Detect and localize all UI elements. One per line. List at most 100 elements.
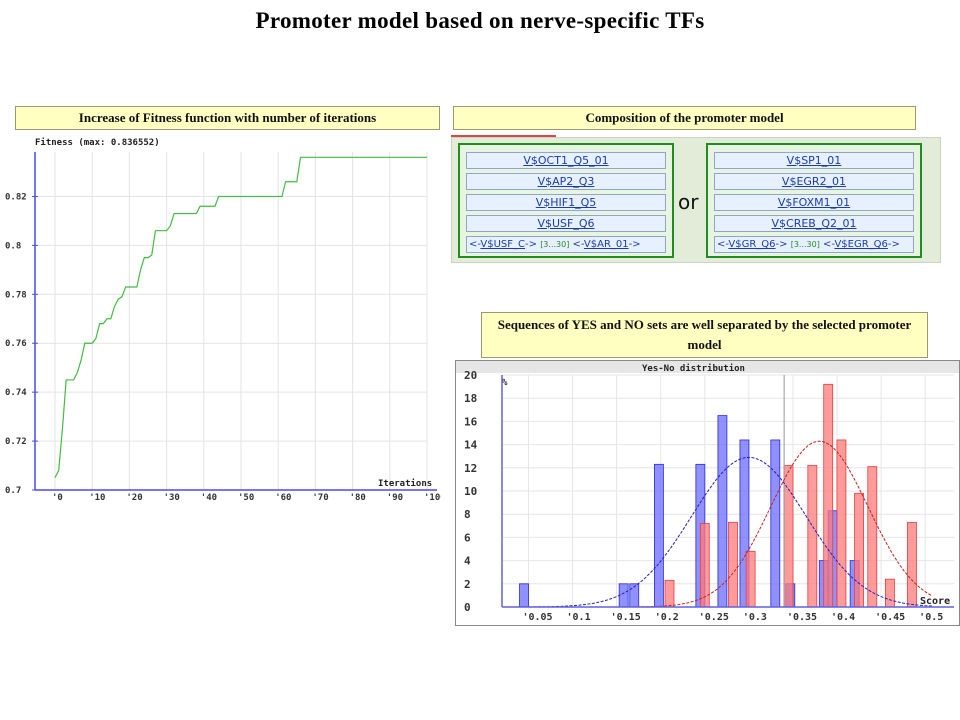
y-tick-label: 10 (464, 485, 477, 498)
tf-link[interactable]: V$FOXM1_01 (714, 194, 914, 211)
tf-link[interactable]: V$USF_Q6 (466, 215, 666, 232)
bar (823, 383, 834, 608)
bar (717, 415, 728, 608)
x-tick-label: '0.15 (611, 612, 641, 623)
composition-caption: Composition of the promoter model (453, 106, 916, 130)
fitted-curve (502, 456, 933, 608)
fitness-line (54, 156, 427, 479)
page-title: Promoter model based on nerve-specific T… (255, 8, 705, 33)
tf-link[interactable]: V$EGR2_01 (714, 173, 914, 190)
x-tick-label: '0.5 (919, 612, 943, 623)
chart-title-bar (456, 361, 959, 373)
tf-link[interactable]: V$GR_Q6 (728, 239, 776, 250)
bar (728, 521, 738, 608)
pair-range: [3...30] (540, 240, 570, 249)
y-tick-label: 6 (464, 531, 471, 544)
pair-arrow: -> (887, 239, 900, 250)
x-tick-label: '100 (424, 493, 441, 502)
bar (770, 439, 781, 608)
y-tick-label: 0.74 (5, 388, 27, 398)
separation-caption: Sequences of YES and NO sets are well se… (481, 312, 928, 358)
x-axis-label: Score (920, 596, 950, 607)
composition-accent-line (451, 135, 556, 137)
pair-open: <- (469, 239, 481, 250)
tf-pair: <-V$USF_C-> [3...30] <-V$AR_01-> (466, 236, 666, 253)
fitness-caption: Increase of Fitness function with number… (15, 106, 440, 130)
y-tick-label: 0.7 (5, 486, 21, 496)
pair-open: <- (717, 239, 729, 250)
x-tick-label: '80 (350, 493, 366, 502)
bar (699, 523, 710, 608)
tf-group-2: V$SP1_01 V$EGR2_01 V$FOXM1_01 V$CREB_Q2_… (706, 143, 922, 258)
y-tick-label: 4 (464, 555, 471, 568)
x-tick-label: '0.3 (743, 612, 767, 623)
y-tick-label: 0.8 (5, 241, 21, 251)
x-tick-label: '70 (312, 493, 328, 502)
bar (836, 439, 847, 608)
bar (867, 466, 878, 608)
y-tick-label: 12 (464, 462, 477, 475)
tf-link[interactable]: V$USF_C (480, 239, 526, 250)
x-tick-label: '50 (238, 493, 254, 502)
pair-arrow: -> (775, 239, 791, 250)
x-tick-label: '10 (89, 493, 105, 502)
bar (745, 550, 756, 608)
tf-link[interactable]: V$OCT1_Q5_01 (466, 152, 666, 169)
pair-range: [3...30] (790, 240, 820, 249)
x-axis-label: Iterations (378, 478, 432, 489)
x-tick-label: '0.1 (567, 612, 591, 623)
x-tick-label: '90 (387, 493, 403, 502)
bar (854, 492, 864, 608)
pair-arrow: -> (628, 239, 641, 250)
x-tick-label: '0.4 (831, 612, 855, 623)
x-tick-label: '60 (275, 493, 291, 502)
y-tick-label: 8 (464, 508, 471, 521)
y-tick-label: 2 (464, 578, 471, 591)
y-axis-label: % (502, 378, 508, 388)
y-tick-label: 16 (464, 415, 478, 428)
fitted-curve (502, 440, 933, 608)
tf-pair: <-V$GR_Q6-> [3...30] <-V$EGR_Q6-> (714, 236, 914, 253)
y-tick-label: 18 (464, 392, 477, 405)
tf-link[interactable]: V$AR_01 (583, 239, 629, 250)
bar (618, 583, 629, 608)
or-label: or (678, 190, 699, 214)
y-tick-label: 0.78 (5, 290, 27, 300)
x-tick-label: '0.05 (522, 612, 552, 623)
chart-title: Yes-No distribution (642, 363, 745, 374)
bar (885, 578, 895, 608)
tf-link[interactable]: V$EGR_Q6 (834, 239, 888, 250)
y-tick-label: 20 (464, 369, 477, 382)
chart-title: Fitness (max: 0.836552) (35, 137, 160, 148)
fitness-chart-panel: '0 '10 '20 '30 '40 '50 '60 '70 '80 '90 '100 0.7 0.72… (0, 134, 441, 502)
x-tick-label: '0.35 (787, 612, 817, 623)
x-tick-label: '0 (52, 493, 63, 502)
x-tick-label: '0.45 (875, 612, 905, 623)
y-tick-label: 0.76 (5, 339, 27, 349)
tf-link[interactable]: V$AP2_Q3 (466, 173, 666, 190)
distribution-chart-panel: Yes-No distribution% 0 2 4 6 8 10 12 14 16 18 20 '0.… (455, 360, 960, 626)
tf-link[interactable]: V$HIF1_Q5 (466, 194, 666, 211)
y-tick-label: 0.72 (5, 437, 27, 447)
x-tick-label: '20 (126, 493, 142, 502)
bar (654, 463, 664, 608)
x-tick-label: '0.25 (699, 612, 729, 623)
bar (907, 521, 917, 608)
pair-arrow: -> (525, 239, 541, 250)
tf-link[interactable]: V$CREB_Q2_01 (714, 215, 914, 232)
y-tick-label: 14 (464, 439, 478, 452)
tf-link[interactable]: V$SP1_01 (714, 152, 914, 169)
x-tick-label: '0.2 (655, 612, 679, 623)
bar (783, 465, 794, 608)
fitness-chart: '0 '10 '20 '30 '40 '50 '60 '70 '80 '90 '100 0.7 0.72… (5, 137, 441, 502)
bar (664, 579, 675, 608)
x-tick-label: '40 (201, 493, 217, 502)
bar (519, 583, 529, 608)
pair-open: <- (819, 239, 835, 250)
distribution-chart: Yes-No distribution% 0 2 4 6 8 10 12 14 16 18 20 '0.… (456, 361, 959, 623)
bar (807, 465, 818, 608)
composition-panel: V$OCT1_Q5_01 V$AP2_Q3 V$HIF1_Q5 V$USF_Q6… (451, 137, 941, 263)
y-tick-label: 0.82 (5, 192, 27, 202)
y-tick-label: 0 (464, 601, 471, 614)
x-tick-label: '30 (164, 493, 180, 502)
